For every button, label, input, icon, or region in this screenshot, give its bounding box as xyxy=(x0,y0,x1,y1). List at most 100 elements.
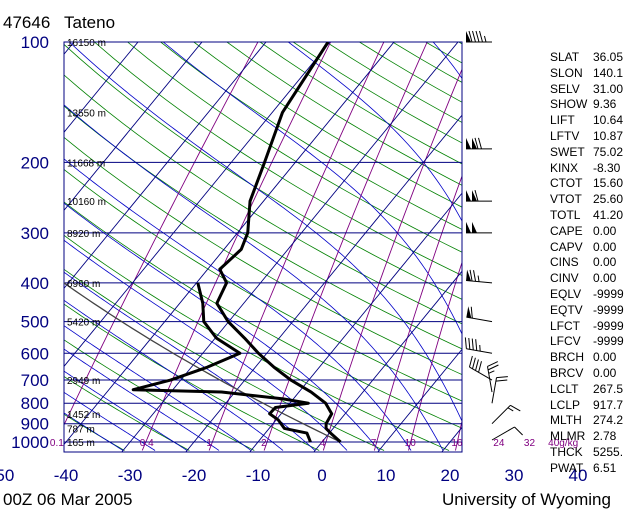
barb-full xyxy=(464,337,467,349)
barb-full xyxy=(470,306,473,319)
barb-full xyxy=(468,30,473,43)
index-value: 0.00 xyxy=(593,239,617,254)
barb-shaft xyxy=(466,316,493,323)
index-row: SLON 140.1 xyxy=(550,66,640,82)
pressure-tick-label: 900 xyxy=(21,415,49,434)
height-label: 6960 m xyxy=(67,279,100,290)
temperature-tick-label: -10 xyxy=(246,466,271,485)
index-row: CINS 0.00 xyxy=(550,255,640,271)
index-row: MLTH 274.2 xyxy=(550,413,640,429)
height-label: 10160 m xyxy=(67,197,106,208)
barb-full xyxy=(478,361,482,373)
barb-full xyxy=(479,30,483,43)
mixing-ratio-label: 10 xyxy=(405,438,417,449)
wind-barb xyxy=(466,137,492,150)
index-row: BRCH 0.00 xyxy=(550,350,640,366)
index-name: BRCH xyxy=(550,350,585,365)
barb-flag xyxy=(466,31,471,42)
index-value: 36.05 xyxy=(593,50,624,64)
dry-adiabat xyxy=(64,201,462,429)
moist-adiabat xyxy=(162,42,462,335)
index-name: LIFT xyxy=(550,113,575,128)
index-name: VTOT xyxy=(550,192,582,207)
moist-adiabat xyxy=(64,391,156,451)
temperature-tick-label: 30 xyxy=(505,466,524,485)
index-name: EQLV xyxy=(550,286,582,301)
height-label: 13550 m xyxy=(67,108,106,119)
pressure-tick-label: 400 xyxy=(21,274,49,293)
dry-adiabat xyxy=(160,42,462,230)
mixing-ratio-label: 0.4 xyxy=(140,438,154,449)
index-row: PWAT 6.51 xyxy=(550,461,640,477)
dry-adiabat xyxy=(64,268,385,451)
index-name: LCLT xyxy=(550,381,579,396)
index-row: BRCV 0.00 xyxy=(550,366,640,382)
barb-full xyxy=(468,355,473,368)
dewpoint-profile xyxy=(131,282,312,443)
index-name: SHOW xyxy=(550,97,588,112)
mixing-ratio-label: 40g/kg xyxy=(548,438,578,449)
mixing-ratio-label: 32 xyxy=(524,438,536,449)
barb-full xyxy=(475,30,480,43)
station-name: Tateno xyxy=(64,13,116,32)
barb-flag xyxy=(466,306,472,318)
barb-full xyxy=(468,337,471,350)
barb-full xyxy=(471,338,474,351)
dry-adiabat xyxy=(64,339,255,451)
wind-barb xyxy=(466,221,492,234)
index-value: -9999 xyxy=(593,334,624,349)
isotherm xyxy=(64,42,203,212)
dry-adiabat xyxy=(64,74,462,325)
height-label: 1452 m xyxy=(67,410,100,421)
barb-full xyxy=(487,364,499,371)
pressure-tick-label: 1000 xyxy=(11,433,49,452)
moist-adiabat xyxy=(64,348,220,451)
index-value: -9999 xyxy=(593,318,624,333)
index-name: SLAT xyxy=(550,50,580,64)
moist-adiabat xyxy=(64,370,188,451)
height-label: 8920 m xyxy=(67,229,100,240)
dry-adiabat xyxy=(64,136,462,376)
moist-adiabat xyxy=(64,104,444,451)
index-name: CINS xyxy=(550,255,579,270)
isotherm xyxy=(121,42,459,452)
barb-half xyxy=(488,370,495,374)
barb-half xyxy=(507,407,514,412)
isotherm xyxy=(64,42,395,446)
mixing-ratio-line xyxy=(64,42,259,426)
index-row: VTOT 25.60 xyxy=(550,192,640,208)
mixing-ratio-label: 16 xyxy=(451,438,463,449)
index-row: SWET 75.02 xyxy=(550,145,640,161)
pressure-tick-label: 600 xyxy=(21,344,49,363)
pressure-tick-label: 100 xyxy=(21,33,49,52)
wind-barb xyxy=(491,404,521,425)
index-value: -9999 xyxy=(593,302,624,317)
index-row: MLMR 2.78 xyxy=(550,429,640,445)
pressure-tick-label: 200 xyxy=(21,153,49,172)
barb-full xyxy=(510,404,521,412)
index-value: -8.30 xyxy=(593,160,621,175)
temperature-tick-label: -30 xyxy=(118,466,143,485)
barb-shaft xyxy=(491,426,515,441)
index-name: SLON xyxy=(550,65,583,80)
isotherm xyxy=(64,42,331,368)
dry-adiabat xyxy=(193,42,462,208)
index-row: LFCT -9999 xyxy=(550,319,640,335)
moist-adiabat xyxy=(64,239,348,451)
valid-time: 00Z 06 Mar 2005 xyxy=(3,490,133,509)
index-name: TOTL xyxy=(550,207,581,222)
index-name: MLMR xyxy=(550,429,586,444)
moist-adiabat xyxy=(64,412,124,451)
index-row: LFTV 10.87 xyxy=(550,129,640,145)
isotherm xyxy=(64,42,139,133)
index-row: LCLT 267.5 xyxy=(550,382,640,398)
credit: University of Wyoming xyxy=(442,490,611,509)
index-name: LFCV xyxy=(550,334,581,349)
barb-shaft xyxy=(486,366,493,393)
moist-adiabat xyxy=(69,42,462,423)
dry-adiabat xyxy=(64,413,125,451)
height-label: 5420 m xyxy=(67,318,100,329)
barb-flag xyxy=(466,190,471,202)
index-row: TOTL 41.20 xyxy=(550,208,640,224)
